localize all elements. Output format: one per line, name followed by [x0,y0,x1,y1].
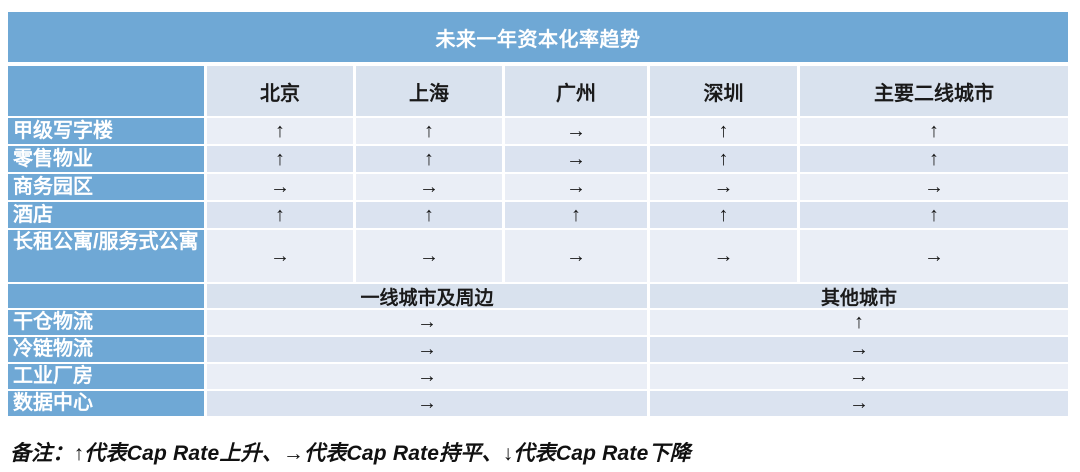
trend-cell: → [356,230,502,282]
trend-cell: → [207,364,647,389]
row-label: 数据中心 [8,391,204,416]
trend-cell: → [505,174,647,200]
trend-cell: ↑ [650,118,797,144]
table-title: 未来一年资本化率趋势 [8,12,1068,62]
trend-cell: → [207,174,353,200]
region-header: 其他城市 [650,284,1068,309]
row-label: 商务园区 [8,174,204,200]
trend-cell: ↑ [650,146,797,172]
trend-cell: ↑ [207,118,353,144]
trend-cell: → [650,230,797,282]
trend-cell: ↑ [207,146,353,172]
corner-cell [8,66,204,116]
footnote: 备注：↑代表Cap Rate上升、→代表Cap Rate持平、↓代表Cap Ra… [10,442,691,465]
row-label: 零售物业 [8,146,204,172]
trend-cell: → [650,391,1068,416]
cap-rate-table: 北京 上海 广州 深圳 主要二线城市 甲级写字楼 ↑ ↑ → ↑ ↑ 零售物业 ↑ ↑ → ↑ ↑ 商务园区 → → →… [8,66,1068,416]
region-corner-cell [8,284,204,308]
trend-cell: ↑ [800,202,1068,228]
column-header: 北京 [207,66,353,116]
trend-cell: ↑ [356,146,502,172]
trend-cell: → [650,174,797,200]
trend-cell: → [207,310,647,335]
trend-cell: → [505,230,647,282]
trend-cell: → [356,174,502,200]
trend-cell: → [505,118,647,144]
trend-cell: ↑ [356,118,502,144]
trend-cell: ↑ [800,118,1068,144]
trend-cell: → [650,364,1068,389]
trend-cell: → [800,230,1068,282]
trend-cell: → [650,337,1068,362]
column-header: 上海 [356,66,502,116]
region-header: 一线城市及周边 [207,284,647,309]
row-label: 酒店 [8,202,204,228]
row-label: 长租公寓/服务式公寓 [8,230,204,282]
row-label: 甲级写字楼 [8,118,204,144]
trend-cell: ↑ [650,202,797,228]
trend-cell: → [207,391,647,416]
trend-cell: ↑ [356,202,502,228]
trend-cell: → [800,174,1068,200]
row-label: 冷链物流 [8,337,204,362]
trend-cell: ↑ [650,310,1068,335]
row-label: 工业厂房 [8,364,204,389]
trend-cell: ↑ [207,202,353,228]
column-header: 主要二线城市 [800,66,1068,116]
trend-cell: ↑ [800,146,1068,172]
column-header: 广州 [505,66,647,116]
column-header: 深圳 [650,66,797,116]
trend-cell: → [207,230,353,282]
trend-cell: → [207,337,647,362]
trend-cell: → [505,146,647,172]
row-label: 干仓物流 [8,310,204,335]
trend-cell: ↑ [505,202,647,228]
